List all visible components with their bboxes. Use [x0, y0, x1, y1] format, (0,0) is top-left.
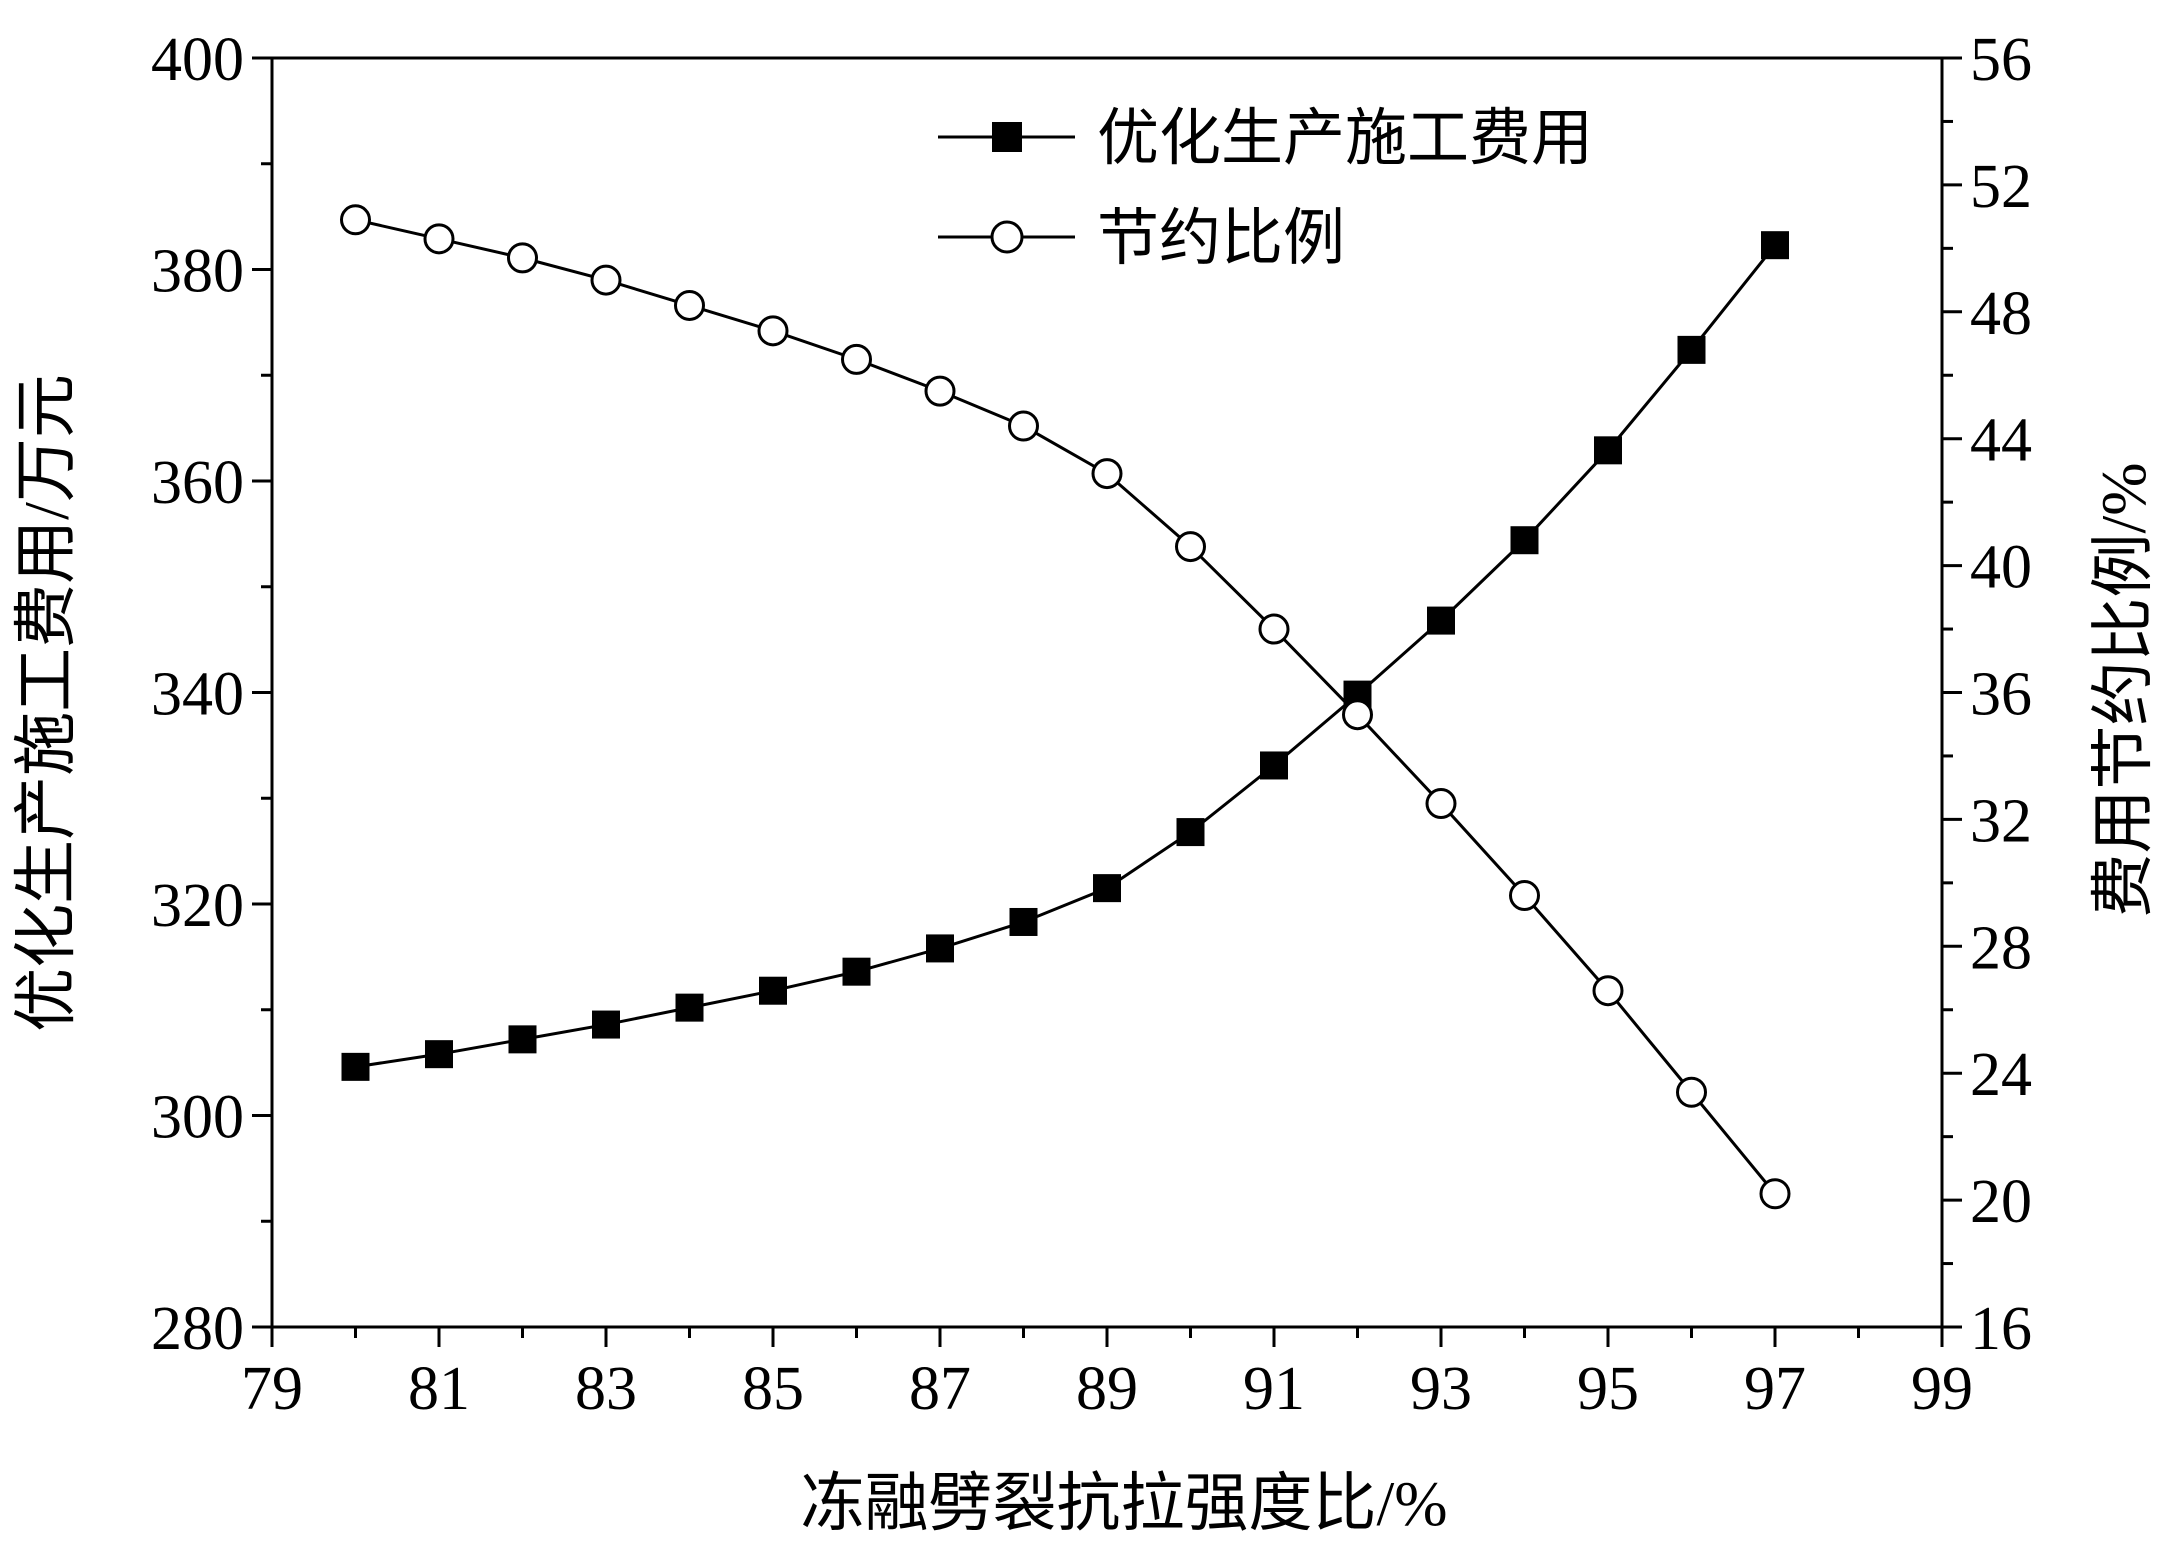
series-1-point — [425, 1040, 453, 1069]
series-2-line — [355, 218, 1777, 1195]
series-2-point — [1342, 699, 1373, 731]
x-tick-label: 85 — [742, 1355, 804, 1423]
y-right-tick-label: 32 — [1970, 787, 2032, 855]
series-1-point — [1093, 874, 1121, 903]
x-tick-label: 99 — [1911, 1355, 1973, 1423]
series-lines — [340, 204, 1791, 1210]
y-left-tick-label: 340 — [151, 661, 244, 729]
left-y-axis-title: 优化生产施工费用/万元 — [11, 374, 82, 1032]
series-2-point — [1091, 458, 1123, 490]
series-1-point — [926, 934, 954, 963]
series-2-point — [1592, 975, 1624, 1007]
series-1-point — [1761, 231, 1789, 260]
series-2-point — [423, 223, 455, 255]
x-tick-label: 87 — [909, 1355, 971, 1423]
y-right-tick-label: 16 — [1970, 1295, 2032, 1363]
legend-circle-marker — [990, 220, 1024, 254]
y-right-tick-label: 36 — [1970, 661, 2032, 729]
y-left-tick-label: 280 — [151, 1295, 244, 1363]
series-2-point — [924, 375, 956, 407]
series-1-point — [592, 1010, 620, 1039]
x-tick-label: 79 — [241, 1355, 303, 1423]
y-left-tick-label: 320 — [151, 872, 244, 940]
series-2-point — [1759, 1178, 1791, 1210]
series-1-point — [1594, 436, 1622, 465]
x-tick-label: 93 — [1410, 1355, 1472, 1423]
series-1-point — [508, 1025, 537, 1054]
y-right-tick-label: 56 — [1970, 26, 2032, 94]
series-2-point — [1425, 788, 1457, 820]
series-2-point — [1175, 531, 1206, 563]
y-right-tick-label: 20 — [1970, 1168, 2032, 1236]
series-1-point — [1176, 818, 1205, 847]
series-2-point — [841, 343, 872, 375]
series-1-point — [1260, 751, 1288, 780]
series-1-point — [1009, 907, 1038, 936]
series-2-point — [590, 264, 622, 296]
series-1-point — [1677, 335, 1706, 364]
y-right-tick-label: 52 — [1970, 153, 2032, 221]
y-right-tick-label: 44 — [1970, 407, 2032, 475]
series-2-point — [1258, 613, 1290, 645]
legend-square-marker — [992, 122, 1022, 152]
x-axis-title: 冻融劈裂抗拉强度比/% — [800, 1468, 1447, 1539]
series-2-point — [1676, 1076, 1707, 1108]
series-1-point — [675, 993, 704, 1022]
x-tick-label: 97 — [1744, 1355, 1806, 1423]
y-left-tick-label: 360 — [151, 449, 244, 517]
y-right-tick-label: 28 — [1970, 914, 2032, 982]
series-1-point — [341, 1052, 370, 1081]
legend-label: 节约比例 — [1097, 205, 1345, 273]
y-right-tick-label: 40 — [1970, 534, 2032, 602]
series-2-point — [757, 315, 789, 347]
y-left-tick-label: 400 — [151, 26, 244, 94]
y-right-tick-label: 24 — [1970, 1041, 2032, 1109]
series-2-point — [340, 204, 371, 236]
series-1-line — [355, 244, 1777, 1069]
x-tick-label: 81 — [408, 1355, 470, 1423]
series-1-point — [1427, 606, 1455, 635]
series-2-point — [674, 289, 705, 321]
x-tick-label: 95 — [1577, 1355, 1639, 1423]
series-2-point — [1509, 880, 1540, 912]
y-right-tick-label: 48 — [1970, 280, 2032, 348]
series-2-point — [507, 242, 538, 274]
axes: 79 81 83 85 87 89 91 93 95 97 99 280 300 320 340 360 380… — [151, 26, 2032, 1423]
y-left-tick-label: 300 — [151, 1084, 244, 1152]
x-tick-label: 89 — [1076, 1355, 1138, 1423]
series-1-point — [1510, 526, 1539, 555]
series-1-point — [842, 957, 871, 986]
legend-label: 优化生产施工费用 — [1097, 105, 1593, 173]
series-2-point — [1008, 410, 1039, 442]
y-left-tick-label: 380 — [151, 238, 244, 306]
series-1-point — [759, 976, 787, 1005]
x-tick-label: 83 — [575, 1355, 637, 1423]
x-tick-label: 91 — [1243, 1355, 1305, 1423]
right-y-axis-title: 费用节约比例/% — [2088, 462, 2159, 917]
